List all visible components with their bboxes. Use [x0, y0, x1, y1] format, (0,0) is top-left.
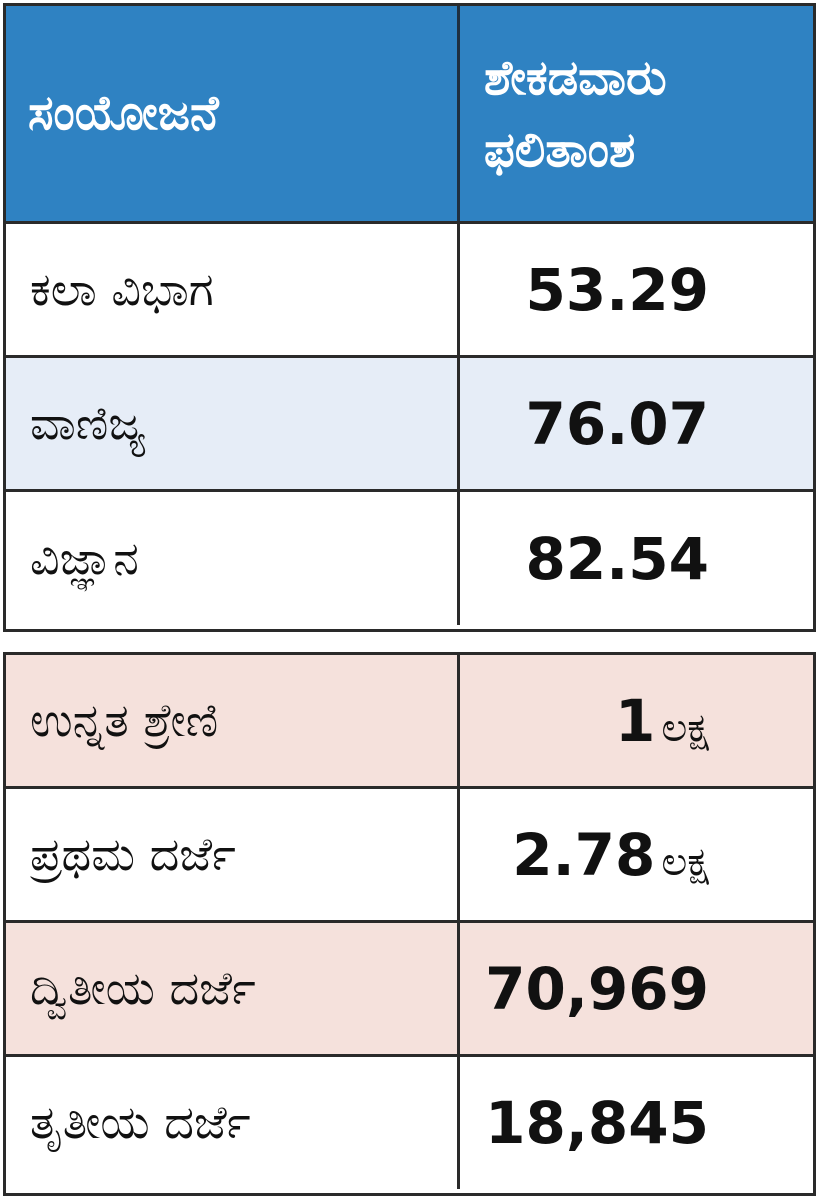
grades-count-table: ಉನ್ನತ ಶ್ರೇಣಿ 1 ಲಕ್ಷ ಪ್ರಥಮ ದರ್ಜೆ 2.78 ಲಕ್… — [3, 652, 816, 1196]
grade-count-value: 70,969 — [485, 954, 709, 1023]
grade-label: ದ್ವಿತೀಯ ದರ್ಜೆ — [6, 923, 460, 1054]
percentage-value: 82.54 — [525, 524, 709, 593]
table-row-second-class: ದ್ವಿತೀಯ ದರ್ಜೆ 70,969 — [6, 923, 813, 1057]
table-header-row: ಸಂಯೋಜನೆ ಶೇಕಡವಾರು ಫಲಿತಾಂಶ — [6, 6, 813, 224]
percentage-value: 76.07 — [525, 389, 709, 458]
grade-label: ತೃತೀಯ ದರ್ಜೆ — [6, 1057, 460, 1189]
stream-label: ವಿಜ್ಞಾನ — [6, 492, 460, 625]
grade-count-value: 2.78 — [512, 820, 656, 889]
stream-label: ಕಲಾ ವಿಭಾಗ — [6, 224, 460, 355]
grade-label: ಪ್ರಥಮ ದರ್ಜೆ — [6, 789, 460, 920]
grade-count-unit: ಲಕ್ಷ — [661, 704, 709, 751]
grade-count-cell: 1 ಲಕ್ಷ — [460, 655, 813, 786]
table-row-science: ವಿಜ್ಞಾನ 82.54 — [6, 492, 813, 625]
grade-count-value: 1 — [615, 686, 656, 755]
table-row-commerce: ವಾಣಿಜ್ಯ 76.07 — [6, 358, 813, 492]
percentage-value: 53.29 — [525, 255, 709, 324]
table-row-third-class: ತೃತೀಯ ದರ್ಜೆ 18,845 — [6, 1057, 813, 1189]
stream-label: ವಾಣಿಜ್ಯ — [6, 358, 460, 489]
grade-count-unit: ಲಕ್ಷ — [661, 838, 709, 885]
header-percentage-label: ಶೇಕಡವಾರು ಫಲಿತಾಂಶ — [484, 49, 667, 178]
results-percentage-table: ಸಂಯೋಜನೆ ಶೇಕಡವಾರು ಫಲಿತಾಂಶ ಕಲಾ ವಿಭಾಗ 53.29… — [3, 3, 816, 632]
table-row-distinction: ಉನ್ನತ ಶ್ರೇಣಿ 1 ಲಕ್ಷ — [6, 655, 813, 789]
table-row-arts: ಕಲಾ ವಿಭಾಗ 53.29 — [6, 224, 813, 358]
grade-label: ಉನ್ನತ ಶ್ರೇಣಿ — [6, 655, 460, 786]
table-row-first-class: ಪ್ರಥಮ ದರ್ಜೆ 2.78 ಲಕ್ಷ — [6, 789, 813, 923]
grade-count-cell: 2.78 ಲಕ್ಷ — [460, 789, 813, 920]
header-stream-label: ಸಂಯೋಜನೆ — [6, 6, 460, 221]
grade-count-value: 18,845 — [485, 1089, 709, 1157]
